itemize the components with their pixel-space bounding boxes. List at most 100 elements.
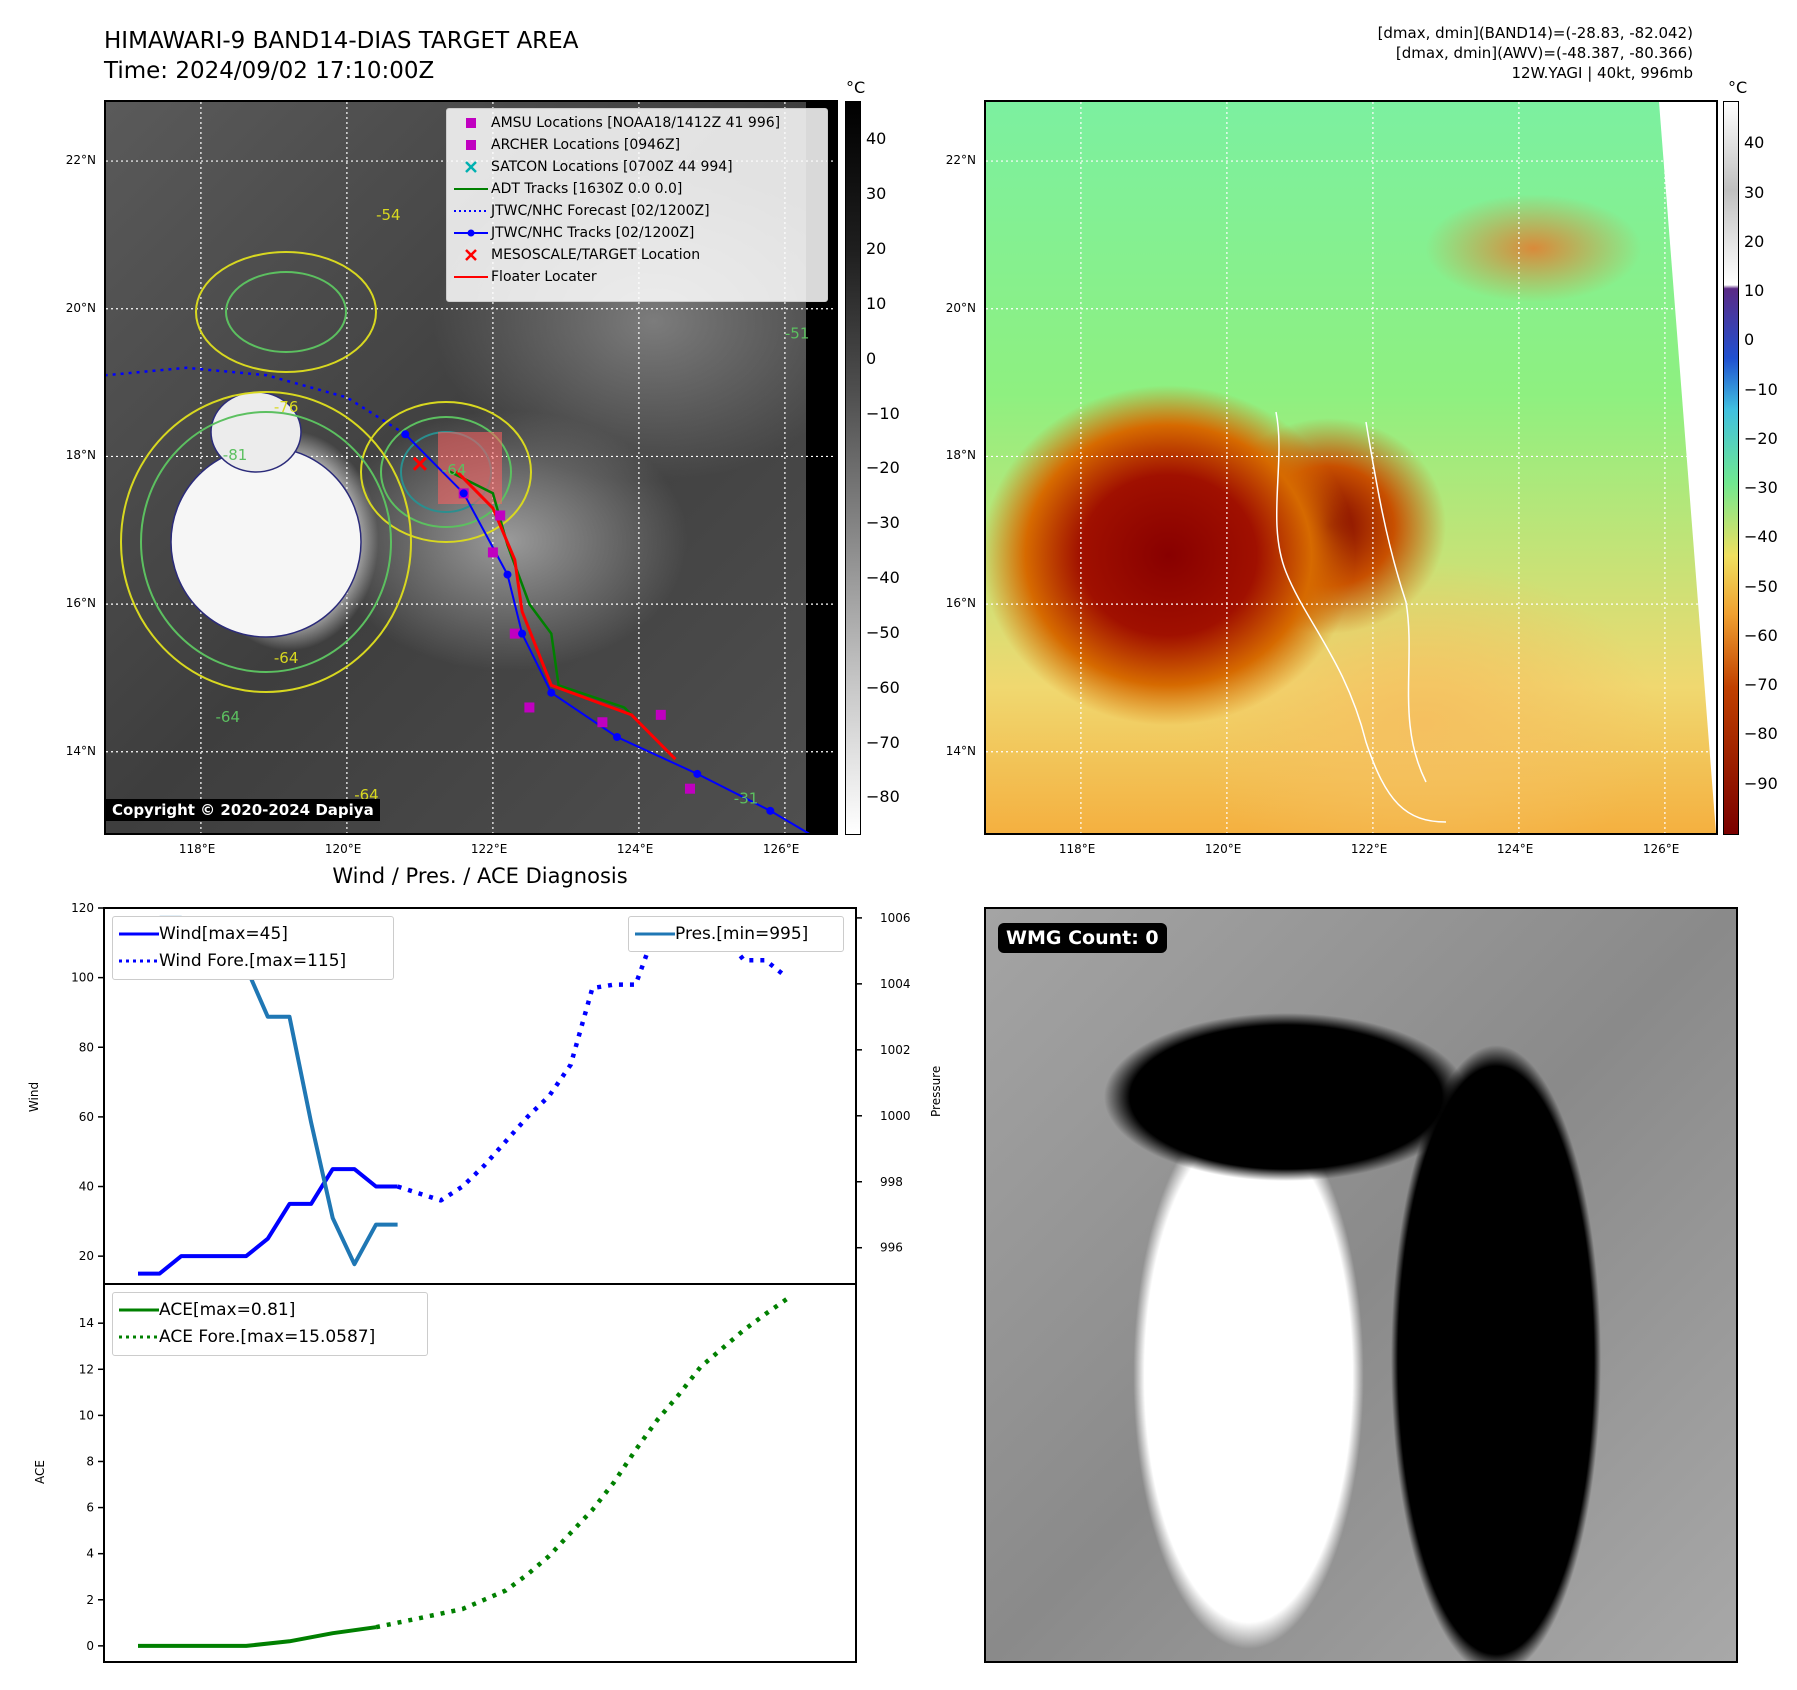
- legend-symbol-icon: [451, 207, 491, 215]
- contour-label: -64: [442, 461, 467, 479]
- colorbar-tick-label: −60: [866, 677, 900, 697]
- contour-label: -76: [274, 398, 299, 416]
- colorbar-tick-label: 0: [866, 348, 877, 368]
- target-x-mark: [412, 456, 427, 471]
- lon-tick-label: 118°E: [1058, 842, 1096, 856]
- wind-y-tick-label: 40: [79, 1180, 94, 1194]
- ace-y-tick-label: 2: [86, 1593, 94, 1607]
- lon-tick-label: 120°E: [1204, 842, 1242, 856]
- amsu-point: [524, 702, 535, 713]
- colorbar-tick-label: −90: [1744, 773, 1778, 793]
- colorbar-tick-label: −10: [866, 403, 900, 423]
- amsu-point: [655, 709, 666, 720]
- lat-tick-label: 16°N: [65, 596, 96, 611]
- map-legend-row: ADT Tracks [1630Z 0.0 0.0]: [451, 178, 823, 200]
- wind-line: [138, 1167, 398, 1276]
- awv-colorbar: [1723, 101, 1739, 835]
- awv-range-info: [dmax, dmin](AWV)=(-48.387, -80.366): [1395, 44, 1693, 62]
- lat-tick-label: 16°N: [945, 596, 976, 611]
- contour-ring: [120, 391, 412, 693]
- wind-y-axis: 20 40 60 80 100 120: [71, 901, 104, 1263]
- contour-ring: [380, 416, 512, 528]
- legend-label: JTWC/NHC Tracks [02/1200Z]: [491, 225, 695, 241]
- map-legend-row: SATCON Locations [0700Z 44 994]: [451, 156, 823, 178]
- contour-ring: [140, 411, 392, 673]
- contour-ring: [360, 401, 532, 543]
- coastline: [1365, 421, 1427, 783]
- jtwc-track-point: [766, 806, 775, 815]
- colorbar-tick-label: 0: [1744, 330, 1755, 350]
- colorbar-tick-label: −30: [1744, 478, 1778, 498]
- contour-ring: [225, 271, 347, 353]
- band14-colorbar-ticks: 40 30 20 10 0 −10 −20 −30 −40 −50 −60 −70 −80: [866, 101, 926, 833]
- lat-tick-label: 14°N: [945, 743, 976, 758]
- pressure-y-tick-label: 998: [880, 1175, 903, 1189]
- wmg-count-badge: WMG Count: 0: [998, 923, 1167, 953]
- ir-lon-ticks: 118°E 120°E 122°E 124°E 126°E: [104, 842, 838, 862]
- wind-legend-label: Wind[max=45]: [159, 923, 288, 944]
- pressure-legend: Pres.[min=995]: [628, 916, 844, 952]
- legend-label: AMSU Locations [NOAA18/1412Z 41 996]: [491, 115, 781, 131]
- lon-tick-label: 126°E: [762, 842, 800, 856]
- lat-tick-label: 22°N: [65, 153, 96, 168]
- pressure-y-tick-label: 1004: [880, 977, 911, 991]
- band14-ir-map: -81 -76 -64 -54 -51 -64 -64 -64 -31 AMSU Locatio…: [104, 100, 838, 835]
- awv-map: [984, 100, 1718, 835]
- wind-forecast-legend-label: Wind Fore.[max=115]: [159, 950, 347, 971]
- contour-label: -81: [223, 446, 248, 464]
- storm-info: 12W.YAGI | 40kt, 996mb: [1511, 64, 1693, 82]
- colorbar-tick-label: −80: [866, 787, 900, 807]
- pressure-y-tick-label: 996: [880, 1241, 903, 1255]
- colorbar-tick-label: −30: [866, 513, 900, 533]
- contour-label: -31: [734, 789, 759, 807]
- legend-label: SATCON Locations [0700Z 44 994]: [491, 159, 733, 175]
- ace-y-tick-label: 4: [86, 1547, 94, 1561]
- jtwc-track-point: [459, 489, 468, 498]
- colorbar-tick-label: 40: [866, 129, 887, 149]
- legend-label: ADT Tracks [1630Z 0.0 0.0]: [491, 181, 683, 197]
- colorbar-tick-label: −50: [866, 622, 900, 642]
- legend-symbol-icon: [451, 139, 491, 151]
- ace-y-tick-label: 14: [79, 1316, 94, 1330]
- jtwc-forecast-line: [106, 366, 406, 436]
- lat-tick-label: 18°N: [65, 448, 96, 463]
- contour-label: -51: [785, 324, 810, 342]
- ace-y-tick-label: 12: [79, 1362, 94, 1376]
- colorbar-tick-label: −20: [866, 458, 900, 478]
- jtwc-track-point: [693, 769, 702, 778]
- jtwc-track-point: [401, 430, 410, 439]
- lon-tick-label: 118°E: [178, 842, 216, 856]
- ace-series-group: [138, 1296, 789, 1648]
- legend-symbol-icon: [451, 229, 491, 237]
- contour-labels: -81-76-64-54-51-64-64-64 -31: [216, 206, 810, 807]
- ir-lat-ticks: 22°N 20°N 18°N 16°N 14°N: [40, 100, 100, 835]
- band14-colorbar: [845, 101, 861, 835]
- copyright-label: Copyright © 2020-2024 Dapiya: [106, 799, 380, 821]
- band14-colorbar-unit: °C: [846, 78, 866, 97]
- adt-track-line: [448, 470, 669, 753]
- lon-tick-label: 122°E: [470, 842, 508, 856]
- awv-colorbar-unit: °C: [1728, 78, 1748, 97]
- colorbar-tick-label: −70: [1744, 675, 1778, 695]
- colorbar-tick-label: −10: [1744, 379, 1778, 399]
- ace-forecast-legend-label: ACE Fore.[max=15.0587]: [159, 1326, 376, 1347]
- ace-forecast-line: [375, 1296, 789, 1630]
- legend-symbol-icon: [451, 117, 491, 129]
- legend-symbol-icon: [451, 161, 491, 173]
- map-legend-row: JTWC/NHC Forecast [02/1200Z]: [451, 200, 823, 222]
- ace-y-tick-label: 6: [86, 1501, 94, 1515]
- wind-legend: Wind[max=45] Wind Fore.[max=115]: [112, 916, 394, 980]
- diagnosis-title: Wind / Pres. / ACE Diagnosis: [332, 864, 628, 888]
- legend-label: ARCHER Locations [0946Z]: [491, 137, 681, 153]
- lat-tick-label: 22°N: [945, 153, 976, 168]
- jtwc-track-point: [503, 570, 512, 579]
- band14-range-info: [dmax, dmin](BAND14)=(-28.83, -82.042): [1377, 24, 1693, 42]
- colorbar-tick-label: 10: [1744, 281, 1765, 301]
- colorbar-tick-label: 40: [1744, 133, 1765, 153]
- wmg-panel: WMG Count: 0: [984, 907, 1738, 1663]
- legend-symbol-icon: [451, 249, 491, 261]
- wind-y-tick-label: 60: [79, 1110, 94, 1124]
- lon-tick-label: 124°E: [1496, 842, 1534, 856]
- colorbar-tick-label: 30: [1744, 182, 1765, 202]
- awv-graticule: [986, 102, 1716, 833]
